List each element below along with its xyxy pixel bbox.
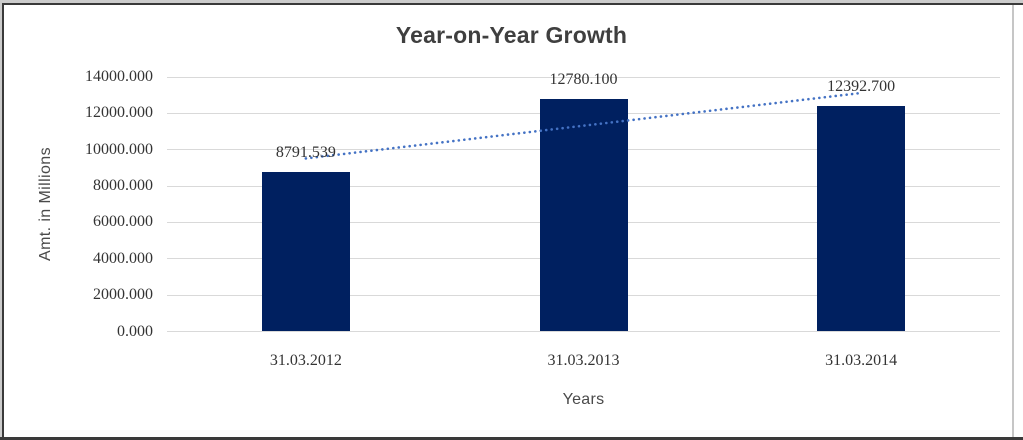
y-tick-label: 2000.000 [93, 286, 153, 304]
y-tick-label: 8000.000 [93, 177, 153, 195]
y-axis-title: Amt. in Millions [37, 147, 54, 261]
x-category-label: 31.03.2012 [269, 352, 342, 369]
frame-border-left [2, 3, 4, 438]
y-tick-label: 12000.000 [85, 104, 153, 122]
y-tick-label: 6000.000 [93, 213, 153, 231]
x-axis-title: Years [562, 391, 605, 408]
bar-data-label: 8791.539 [275, 143, 336, 161]
x-category-label: 31.03.2014 [825, 352, 898, 369]
gridline [167, 331, 1000, 332]
y-tick-label: 14000.000 [85, 68, 153, 85]
bar-data-label: 12392.700 [827, 78, 896, 96]
frame-border-top [0, 3, 1023, 5]
bar [817, 106, 906, 332]
frame-border-right [1012, 5, 1014, 437]
bar [261, 171, 350, 332]
frame-border-left-outer [0, 0, 2, 440]
gridline [167, 76, 1000, 78]
y-tick-label: 4000.000 [93, 249, 153, 267]
y-tick-label: 0.000 [117, 322, 153, 340]
chart-title: Year-on-Year Growth [395, 22, 628, 48]
frame-border-top-outer [0, 0, 1023, 3]
y-tick-label: 10000.000 [85, 140, 153, 158]
x-category-label: 31.03.2013 [547, 352, 620, 369]
bar [539, 99, 628, 332]
frame-border-bottom [0, 437, 1023, 440]
bar-data-label: 12780.100 [549, 71, 618, 89]
